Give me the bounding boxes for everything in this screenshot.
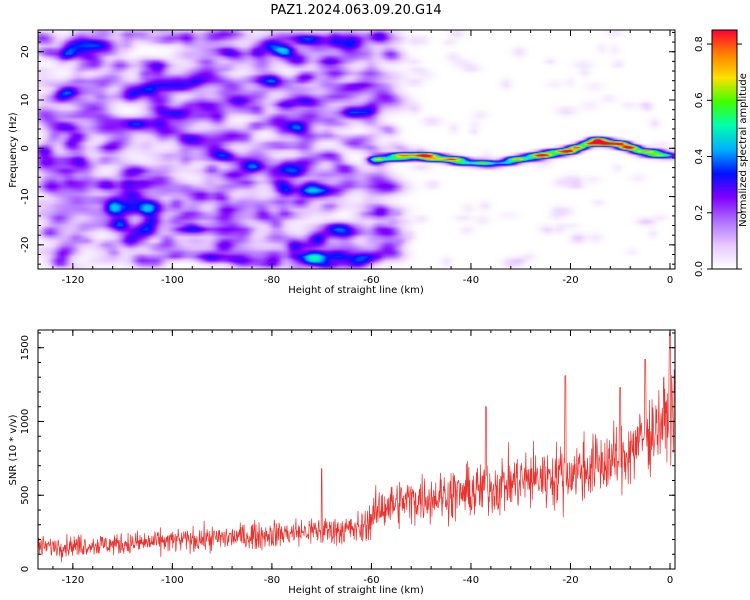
spectrogram-frame [37, 29, 676, 270]
spectrogram-x-axis: -120 -100 -80 -60 -40 -20 0 [52, 30, 673, 286]
spectrogram-x-tick-label: -20 [562, 275, 578, 286]
colorbar-tick-label: 0.6 [694, 92, 705, 108]
snr-panel: -120 -100 -80 -60 -40 -20 0 0 500 1000 1500 Heigh… [8, 329, 676, 596]
snr-xlabel: Height of straight line (km) [288, 585, 424, 596]
snr-series-line [37, 332, 676, 563]
snr-y-tick-label: 1000 [20, 409, 31, 434]
spectrogram-x-tick-label: 0 [667, 275, 673, 286]
colorbar-tick-label: 0.4 [694, 149, 705, 165]
spectrogram-image-holder [38, 30, 675, 269]
colorbar: 0.0 0.2 0.4 0.6 0.8 Normalized spectral ampl… [694, 29, 749, 277]
spectrogram-y-axis: -20 -10 0 10 20 [20, 31, 675, 265]
snr-y-tick-label: 500 [20, 486, 31, 505]
spectrogram-x-tick-label: -120 [61, 275, 84, 286]
snr-ylabel: SNR (10 * v/v) [8, 414, 19, 485]
spectrogram-x-tick-label: -100 [161, 275, 184, 286]
spectrogram-y-tick-label: -20 [20, 237, 31, 253]
snr-x-tick-label: -100 [161, 575, 184, 586]
snr-x-tick-label: -80 [264, 575, 280, 586]
spectrogram-xlabel: Height of straight line (km) [288, 285, 424, 296]
snr-frame [37, 329, 676, 570]
snr-y-axis: 0 500 1000 1500 [20, 332, 675, 572]
spectrogram-ylabel: Frequency (Hz) [8, 112, 19, 188]
spectrogram-x-tick-label: -80 [264, 275, 280, 286]
snr-x-tick-label: -120 [61, 575, 84, 586]
colorbar-tick-label: 0.8 [694, 36, 705, 52]
spectrogram-x-tick-label: -60 [363, 275, 379, 286]
spectrogram-y-tick-label: 0 [20, 145, 31, 151]
snr-x-axis: -120 -100 -80 -60 -40 -20 0 [52, 330, 673, 586]
colorbar-strip [711, 29, 738, 270]
snr-x-tick-label: -60 [363, 575, 379, 586]
spectrogram-image [38, 30, 675, 269]
snr-y-tick-label: 0 [20, 566, 31, 572]
colorbar-ticks: 0.0 0.2 0.4 0.6 0.8 [694, 36, 742, 277]
snr-x-tick-label: 0 [667, 575, 673, 586]
spectrogram-y-tick-label: -10 [20, 188, 31, 204]
snr-y-tick-label: 1500 [20, 335, 31, 360]
colorbar-tick-label: 0.0 [694, 261, 705, 277]
figure-title: PAZ1.2024.063.09.20.G14 [270, 3, 441, 18]
spectrogram-y-tick-label: 10 [20, 94, 31, 107]
colorbar-label: Normalized spectral amplitude [738, 73, 749, 227]
snr-x-tick-label: -20 [562, 575, 578, 586]
spectrogram-x-tick-label: -40 [463, 275, 479, 286]
spectrogram-y-tick-label: 20 [20, 45, 31, 58]
snr-x-tick-label: -40 [463, 575, 479, 586]
colorbar-tick-label: 0.2 [694, 205, 705, 221]
